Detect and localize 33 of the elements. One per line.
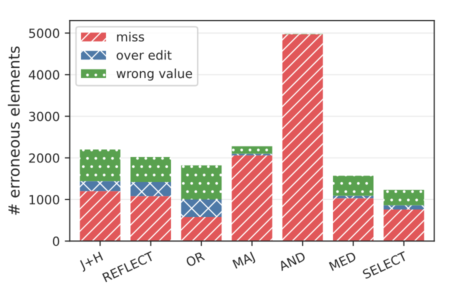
y-tick-label: 3000 xyxy=(29,112,60,122)
bar xyxy=(80,181,120,192)
legend-label: over edit xyxy=(116,50,172,60)
bar xyxy=(232,146,272,154)
bar xyxy=(333,198,374,242)
y-axis-title: # erroneous elements xyxy=(8,46,20,215)
x-tick-label: AND xyxy=(278,251,306,272)
bar xyxy=(181,199,222,217)
bar xyxy=(80,191,120,242)
bar xyxy=(384,209,424,242)
y-tick-label: 0 xyxy=(52,236,60,246)
x-tick-label: OR xyxy=(185,251,206,268)
bar xyxy=(384,190,424,206)
bar xyxy=(181,216,222,242)
y-tick-label: 4000 xyxy=(28,70,60,80)
bar xyxy=(130,182,171,196)
bar xyxy=(282,34,323,242)
bar xyxy=(130,157,171,182)
bar xyxy=(181,165,222,200)
bar xyxy=(130,196,171,242)
bar xyxy=(333,196,374,198)
x-tick-label: MED xyxy=(328,251,357,271)
x-tick-label: J+H xyxy=(78,252,104,272)
y-tick-label: 2000 xyxy=(29,153,60,163)
bar xyxy=(80,150,120,182)
bar xyxy=(333,176,374,196)
legend-label: miss xyxy=(117,32,144,42)
y-tick-label: 1000 xyxy=(30,194,60,204)
bar xyxy=(384,205,424,210)
y-tick-label: 5000 xyxy=(29,28,60,38)
x-tick-label: MAJ xyxy=(232,252,256,271)
bar xyxy=(232,155,272,242)
legend-label: wrong value xyxy=(116,68,192,81)
